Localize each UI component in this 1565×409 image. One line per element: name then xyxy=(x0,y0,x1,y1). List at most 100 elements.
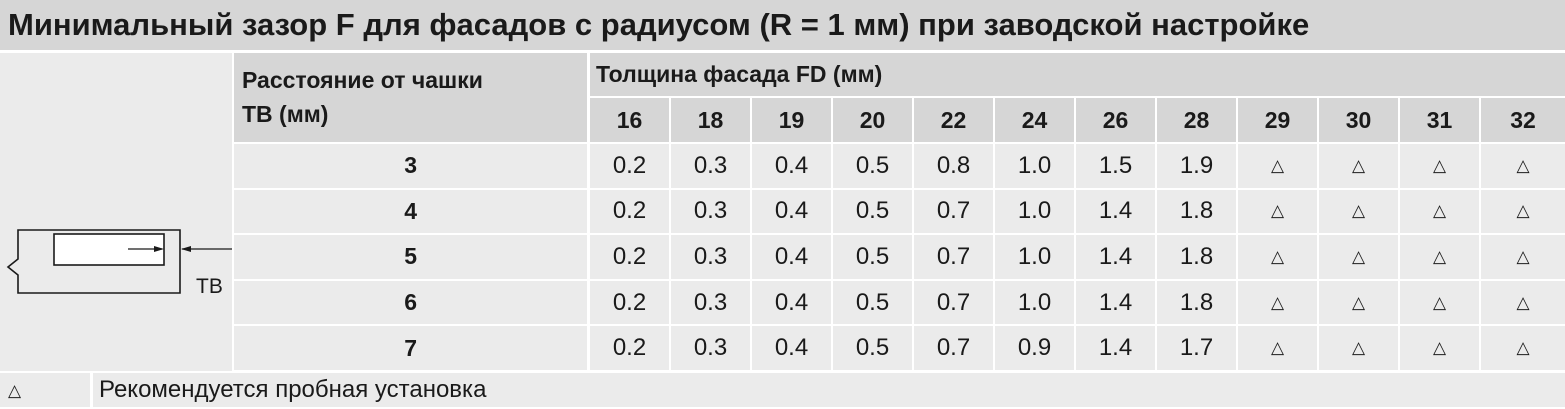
table-row: 7 0.2 0.3 0.4 0.5 0.7 0.9 1.4 1.7 △ △ △ △ xyxy=(234,324,1565,370)
table-cell: 0.3 xyxy=(671,233,752,279)
table-cell: 1.9 xyxy=(1157,142,1238,188)
table-cell: 0.4 xyxy=(752,233,833,279)
title-separator xyxy=(0,50,1565,53)
front-panel-outline xyxy=(6,229,181,294)
gap-table: Расстояние от чашки TB (мм) Толщина фаса… xyxy=(234,53,1565,370)
table-cell: 0.4 xyxy=(752,187,833,234)
column-header: 16 xyxy=(590,98,671,142)
row-header-line2: TB (мм) xyxy=(242,101,329,127)
table-cell: 1.4 xyxy=(1076,324,1157,370)
tb-diagram-panel: TB xyxy=(0,53,232,373)
triangle-icon: △ xyxy=(1481,142,1565,188)
table-cell: 1.0 xyxy=(995,278,1076,325)
triangle-icon: △ xyxy=(1400,233,1481,279)
table-cell: 0.7 xyxy=(914,278,995,325)
legend-gap xyxy=(90,373,93,407)
row-tb-value: 7 xyxy=(234,324,590,370)
table-cell: 0.3 xyxy=(671,187,752,234)
table-cell: 0.2 xyxy=(590,233,671,279)
table-cell: 1.4 xyxy=(1076,233,1157,279)
triangle-icon: △ xyxy=(1238,233,1319,279)
triangle-icon: △ xyxy=(1319,142,1400,188)
triangle-icon: △ xyxy=(1400,187,1481,234)
row-header-line1: Расстояние от чашки xyxy=(242,67,483,93)
column-header: 18 xyxy=(671,98,752,142)
table-cell: 0.5 xyxy=(833,187,914,234)
table-row: 3 0.2 0.3 0.4 0.5 0.8 1.0 1.5 1.9 △ △ △ △ xyxy=(234,142,1565,188)
table-cell: 0.3 xyxy=(671,142,752,188)
column-header: 19 xyxy=(752,98,833,142)
table-row: 6 0.2 0.3 0.4 0.5 0.7 1.0 1.4 1.8 △ △ △ △ xyxy=(234,278,1565,325)
page-title: Минимальный зазор F для фасадов с радиус… xyxy=(0,0,1565,50)
tb-arrow-outer-icon xyxy=(181,246,191,252)
table-cell: 0.2 xyxy=(590,278,671,325)
table-cell: 0.3 xyxy=(671,278,752,325)
table-row: 5 0.2 0.3 0.4 0.5 0.7 1.0 1.4 1.8 △ △ △ △ xyxy=(234,233,1565,279)
column-header: 29 xyxy=(1238,98,1319,142)
table-cell: 1.0 xyxy=(995,187,1076,234)
table-cell: 1.8 xyxy=(1157,187,1238,234)
table-cell: 0.2 xyxy=(590,142,671,188)
triangle-icon: △ xyxy=(1400,142,1481,188)
table-cell: 0.7 xyxy=(914,324,995,370)
table-cell: 0.5 xyxy=(833,324,914,370)
table-cell: 1.0 xyxy=(995,233,1076,279)
table-cell: 0.7 xyxy=(914,233,995,279)
table-row: 4 0.2 0.3 0.4 0.5 0.7 1.0 1.4 1.8 △ △ △ △ xyxy=(234,187,1565,234)
table-cell: 0.3 xyxy=(671,324,752,370)
triangle-icon: △ xyxy=(1400,324,1481,370)
legend-separator xyxy=(0,371,1565,373)
triangle-icon: △ xyxy=(1481,187,1565,234)
table-cell: 1.7 xyxy=(1157,324,1238,370)
table-cell: 0.4 xyxy=(752,278,833,325)
column-header: 22 xyxy=(914,98,995,142)
column-header: 24 xyxy=(995,98,1076,142)
tb-diagram-label: TB xyxy=(196,275,223,298)
tb-diagram xyxy=(6,229,232,294)
column-group-header: Толщина фасада FD (мм) xyxy=(590,53,1565,98)
table-cell: 1.4 xyxy=(1076,278,1157,325)
column-header: 32 xyxy=(1481,98,1565,142)
table-cell: 0.5 xyxy=(833,142,914,188)
triangle-icon: △ xyxy=(1238,187,1319,234)
row-tb-value: 4 xyxy=(234,187,590,234)
triangle-icon: △ xyxy=(1481,233,1565,279)
legend-text: Рекомендуется пробная установка xyxy=(93,373,1565,407)
column-header: 28 xyxy=(1157,98,1238,142)
triangle-icon: △ xyxy=(1400,278,1481,325)
column-header: 31 xyxy=(1400,98,1481,142)
table-cell: 0.5 xyxy=(833,278,914,325)
column-header: 20 xyxy=(833,98,914,142)
table-cell: 0.4 xyxy=(752,142,833,188)
triangle-icon: △ xyxy=(1481,324,1565,370)
triangle-icon: △ xyxy=(1319,233,1400,279)
table-cell: 0.2 xyxy=(590,187,671,234)
table-cell: 1.8 xyxy=(1157,233,1238,279)
table-cell: 0.7 xyxy=(914,187,995,234)
triangle-icon: △ xyxy=(1319,324,1400,370)
column-header: 30 xyxy=(1319,98,1400,142)
table-cell: 1.0 xyxy=(995,142,1076,188)
triangle-icon: △ xyxy=(1238,324,1319,370)
legend: △ Рекомендуется пробная установка xyxy=(0,373,1565,407)
row-tb-value: 3 xyxy=(234,142,590,188)
table-cell: 1.4 xyxy=(1076,187,1157,234)
triangle-icon: △ xyxy=(1481,278,1565,325)
table-cell: 0.8 xyxy=(914,142,995,188)
table-cell: 0.2 xyxy=(590,324,671,370)
row-header-tb: Расстояние от чашки TB (мм) xyxy=(234,53,590,142)
column-header: 26 xyxy=(1076,98,1157,142)
table-cell: 0.9 xyxy=(995,324,1076,370)
row-tb-value: 5 xyxy=(234,233,590,279)
table-cell: 0.5 xyxy=(833,233,914,279)
triangle-icon: △ xyxy=(1238,142,1319,188)
triangle-icon: △ xyxy=(1238,278,1319,325)
row-tb-value: 6 xyxy=(234,278,590,325)
triangle-icon: △ xyxy=(1319,278,1400,325)
triangle-icon: △ xyxy=(1319,187,1400,234)
tb-arrow-inner-icon xyxy=(154,246,164,252)
table-cell: 0.4 xyxy=(752,324,833,370)
table-cell: 1.5 xyxy=(1076,142,1157,188)
triangle-icon: △ xyxy=(0,373,90,407)
table-cell: 1.8 xyxy=(1157,278,1238,325)
